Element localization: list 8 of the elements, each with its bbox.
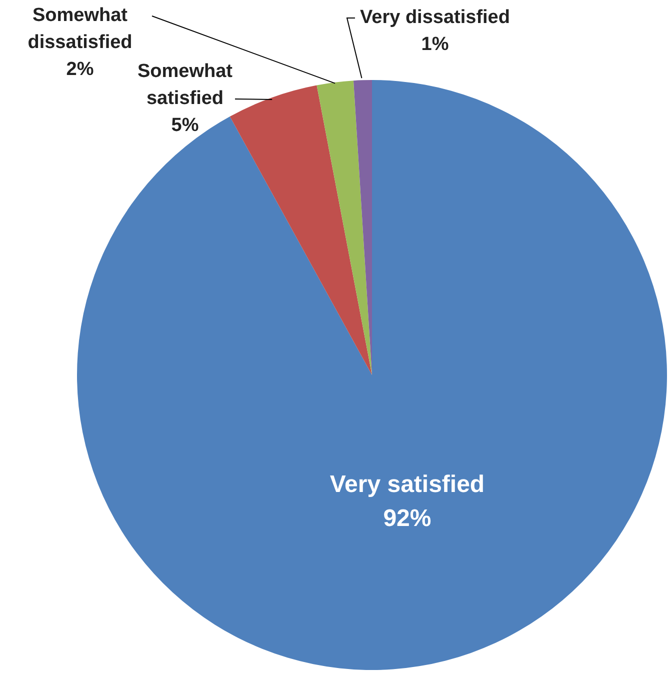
- slice-label: Very satisfied: [330, 470, 485, 498]
- slice-label: Somewhat satisfied: [137, 61, 234, 110]
- data-label: 1%: [421, 34, 449, 56]
- data-label: 2%: [66, 59, 94, 80]
- slice-label: Very dissatisfied: [360, 7, 510, 28]
- slice-label: Somewhat dissatisfied: [28, 5, 132, 54]
- data-label: 92%: [383, 504, 432, 532]
- data-label: 5%: [171, 115, 199, 136]
